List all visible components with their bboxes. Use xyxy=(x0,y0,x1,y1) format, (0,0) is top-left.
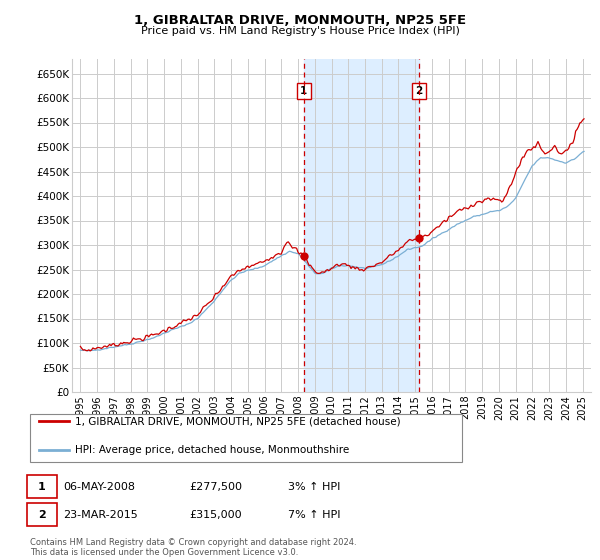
Text: HPI: Average price, detached house, Monmouthshire: HPI: Average price, detached house, Monm… xyxy=(75,445,349,455)
Text: 23-MAR-2015: 23-MAR-2015 xyxy=(63,510,138,520)
Text: 2: 2 xyxy=(38,510,46,520)
Text: 2: 2 xyxy=(415,86,422,96)
Text: Contains HM Land Registry data © Crown copyright and database right 2024.
This d: Contains HM Land Registry data © Crown c… xyxy=(30,538,356,557)
Text: 7% ↑ HPI: 7% ↑ HPI xyxy=(288,510,341,520)
Text: 06-MAY-2008: 06-MAY-2008 xyxy=(63,482,135,492)
Bar xyxy=(304,59,419,392)
Text: 3% ↑ HPI: 3% ↑ HPI xyxy=(288,482,340,492)
Text: 1, GIBRALTAR DRIVE, MONMOUTH, NP25 5FE (detached house): 1, GIBRALTAR DRIVE, MONMOUTH, NP25 5FE (… xyxy=(75,416,401,426)
Text: 1, GIBRALTAR DRIVE, MONMOUTH, NP25 5FE: 1, GIBRALTAR DRIVE, MONMOUTH, NP25 5FE xyxy=(134,14,466,27)
Text: £277,500: £277,500 xyxy=(189,482,242,492)
Text: £315,000: £315,000 xyxy=(189,510,242,520)
Text: 1: 1 xyxy=(38,482,46,492)
Text: Price paid vs. HM Land Registry's House Price Index (HPI): Price paid vs. HM Land Registry's House … xyxy=(140,26,460,36)
Text: 1: 1 xyxy=(300,86,308,96)
